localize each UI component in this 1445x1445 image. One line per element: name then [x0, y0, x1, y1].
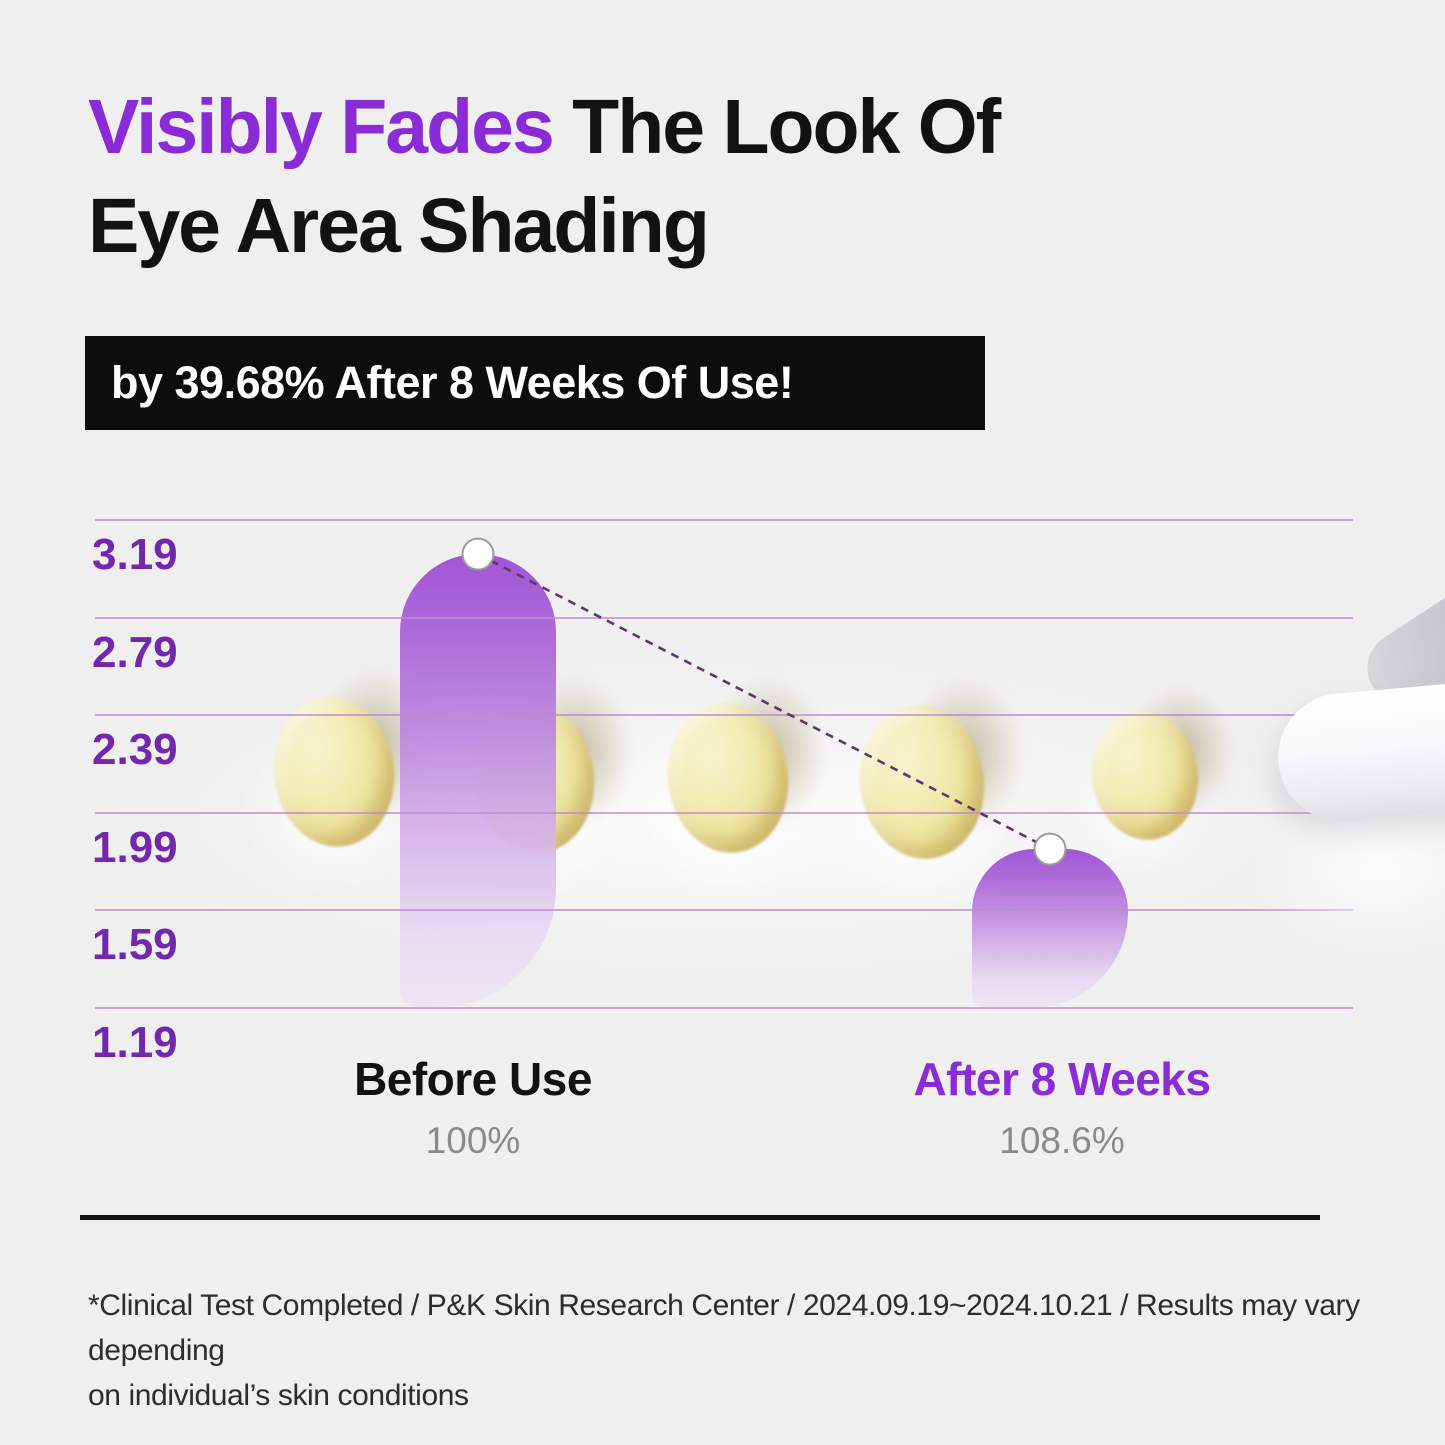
title-line1-rest: The Look Of: [552, 84, 1001, 170]
data-point-after-8-weeks: [1033, 832, 1067, 866]
disclaimer-line-1: *Clinical Test Completed / P&K Skin Rese…: [88, 1289, 1360, 1367]
bar-before-use: [400, 554, 556, 1008]
data-point-before-use: [461, 537, 495, 571]
y-axis-label: 1.59: [92, 920, 178, 969]
gridline: [95, 714, 1353, 716]
footer-divider: [80, 1215, 1320, 1220]
category-label-after-8-weeks: After 8 Weeks: [913, 1053, 1211, 1105]
percent-label-before-use: 100%: [425, 1120, 521, 1161]
y-axis-label: 1.19: [92, 1017, 178, 1067]
balm-dot: [1058, 684, 1235, 890]
y-axis-label: 2.39: [92, 725, 178, 774]
y-axis-label: 2.79: [92, 627, 178, 677]
claim-banner: by 39.68% After 8 Weeks Of Use!: [85, 336, 985, 430]
category-label-before-use: Before Use: [354, 1053, 592, 1105]
page-title: Visibly Fades The Look Of Eye Area Shadi…: [88, 78, 1001, 276]
y-axis-label: 3.19: [92, 530, 178, 579]
title-highlight: Visibly Fades: [88, 84, 555, 170]
gridline: [95, 519, 1353, 521]
y-axis-label: 1.99: [92, 822, 178, 872]
disclaimer-line-2: on individual’s skin conditions: [88, 1379, 469, 1412]
gridline: [95, 909, 1353, 911]
title-line2: Eye Area Shading: [88, 183, 710, 269]
gridline: [95, 616, 1353, 619]
gridline: [95, 811, 1353, 814]
gridline: [95, 1006, 1353, 1009]
claim-banner-text: by 39.68% After 8 Weeks Of Use!: [111, 357, 794, 408]
balm-dot: [820, 674, 1027, 918]
percent-label-after-8-weeks: 108.6%: [999, 1120, 1125, 1161]
trend-dashed-line: [477, 552, 1051, 851]
disclaimer-note: *Clinical Test Completed / P&K Skin Rese…: [88, 1283, 1388, 1418]
